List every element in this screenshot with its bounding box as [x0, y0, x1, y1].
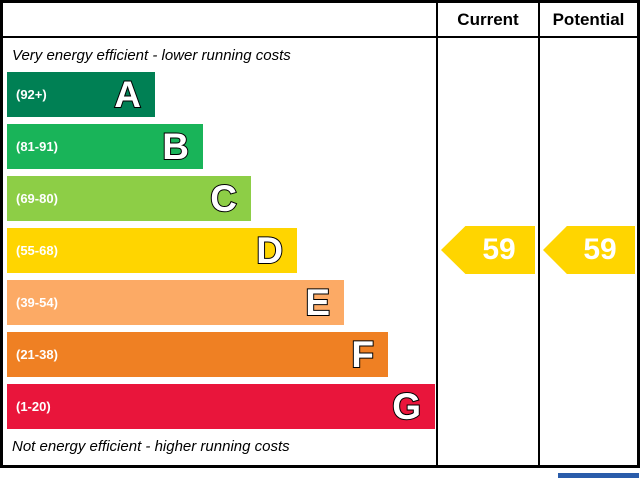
band-letter: A	[113, 74, 142, 115]
band-letter: C	[209, 178, 238, 219]
band-bar-b: (81-91) B	[7, 124, 203, 169]
band-range-label: (69-80)	[16, 191, 58, 206]
band-bar-a: (92+) A	[7, 72, 155, 117]
band-bar-g: (1-20) G	[7, 384, 435, 429]
band-range-label: (55-68)	[16, 243, 58, 258]
top-note: Very energy efficient - lower running co…	[12, 47, 291, 64]
header-potential: Potential	[538, 3, 637, 38]
epc-table: Current Potential Very energy efficient …	[0, 0, 640, 468]
eu-directive-box-edge	[558, 473, 639, 478]
band-row-b: (81-91) B	[7, 124, 436, 169]
band-range-label: (39-54)	[16, 295, 58, 310]
potential-rating-value: 59	[583, 233, 617, 266]
band-range-label: (21-38)	[16, 347, 58, 362]
band-bar-e: (39-54) E	[7, 280, 344, 325]
band-row-c: (69-80) C	[7, 176, 436, 221]
bands-container: (92+) A (81-91) B (69-80) C	[7, 72, 436, 436]
band-range-label: (1-20)	[16, 399, 51, 414]
band-range-label: (81-91)	[16, 139, 58, 154]
band-bar-d: (55-68) D	[7, 228, 297, 273]
header-current: Current	[436, 3, 538, 38]
band-letter: D	[255, 230, 284, 271]
band-letter: B	[161, 126, 190, 167]
current-rating-arrow: 59	[441, 226, 535, 274]
potential-rating-cell: 59	[538, 38, 637, 465]
band-row-g: (1-20) G	[7, 384, 436, 429]
band-row-f: (21-38) F	[7, 332, 436, 377]
potential-rating-arrow: 59	[543, 226, 635, 274]
current-rating-value: 59	[482, 233, 516, 266]
band-letter: F	[350, 334, 375, 375]
band-row-d: (55-68) D	[7, 228, 436, 273]
band-bar-f: (21-38) F	[7, 332, 388, 377]
band-letter: G	[391, 386, 422, 427]
band-chart-area: Very energy efficient - lower running co…	[3, 38, 436, 465]
band-row-a: (92+) A	[7, 72, 436, 117]
current-rating-cell: 59	[436, 38, 538, 465]
band-range-label: (92+)	[16, 87, 47, 102]
band-row-e: (39-54) E	[7, 280, 436, 325]
band-letter: E	[304, 282, 331, 323]
header-blank-cell	[3, 3, 436, 38]
band-bar-c: (69-80) C	[7, 176, 251, 221]
bottom-note: Not energy efficient - higher running co…	[12, 438, 290, 455]
